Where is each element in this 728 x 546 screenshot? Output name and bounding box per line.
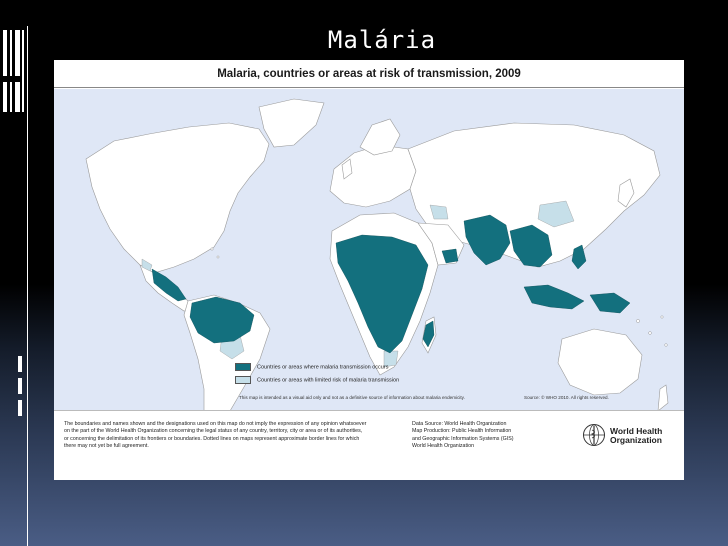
- risk-sub-saharan-africa: [335, 234, 429, 354]
- risk-arabia-south: [441, 248, 459, 264]
- boundary-disclaimer: The boundaries and names shown and the d…: [64, 421, 367, 450]
- risk-amazon: [189, 296, 255, 344]
- transmission-areas: [151, 214, 631, 354]
- british-isles: [341, 158, 353, 180]
- north-america: [85, 122, 270, 274]
- slide-decoration: [0, 0, 30, 546]
- risk-southeast-asia: [509, 224, 553, 268]
- who-name: World Health Organization: [610, 426, 663, 445]
- greenland: [258, 98, 325, 148]
- australia: [557, 328, 643, 396]
- legend-item-transmission: Countries or areas where malaria transmi…: [235, 363, 388, 371]
- map-footer: The boundaries and names shown and the d…: [54, 410, 684, 480]
- scandinavia: [359, 118, 401, 156]
- japan: [617, 178, 635, 208]
- who-emblem-icon: [583, 424, 605, 446]
- risk-philippines: [571, 244, 587, 270]
- pacific-islands: [210, 247, 668, 347]
- slide-title: Malária: [327, 26, 437, 54]
- limited-mexico: [141, 258, 153, 272]
- title-divider: [54, 87, 684, 88]
- risk-central-america: [151, 268, 187, 302]
- risk-indonesia: [523, 284, 585, 310]
- copyright-note: Source: © WHO 2010. All rights reserved.: [524, 395, 609, 400]
- risk-new-guinea: [589, 292, 631, 314]
- map-figure: Malaria, countries or areas at risk of t…: [54, 60, 684, 480]
- data-source: Data Source: World Health Organization M…: [412, 421, 514, 450]
- limited-risk-areas: [141, 200, 575, 368]
- world-map: [54, 89, 684, 465]
- map-note: This map is intended as a visual aid onl…: [239, 395, 465, 400]
- new-zealand: [657, 384, 669, 412]
- risk-south-asia: [463, 214, 511, 266]
- legend-swatch-transmission: [235, 363, 251, 371]
- limited-south-africa: [383, 350, 399, 368]
- limited-middle-east: [429, 204, 449, 220]
- legend-swatch-limited: [235, 376, 251, 384]
- map-title: Malaria, countries or areas at risk of t…: [217, 68, 521, 80]
- risk-madagascar: [422, 320, 435, 348]
- legend-item-limited: Countries or areas with limited risk of …: [235, 376, 399, 384]
- limited-china: [537, 200, 575, 228]
